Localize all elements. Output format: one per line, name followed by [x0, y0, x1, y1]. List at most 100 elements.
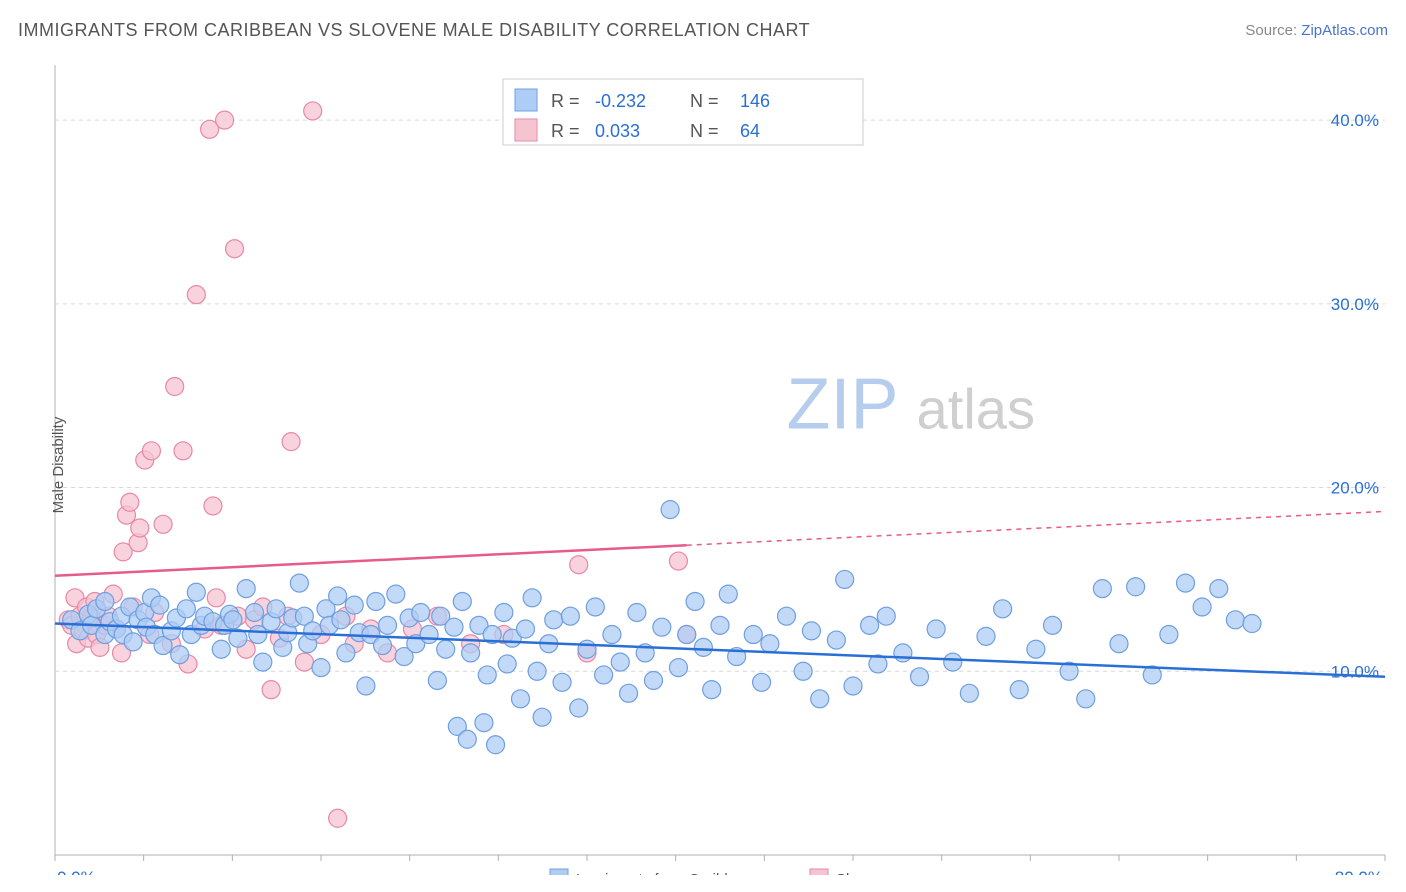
- data-point: [267, 600, 285, 618]
- data-point: [329, 587, 347, 605]
- data-point: [412, 603, 430, 621]
- legend-label: Slovenes: [836, 871, 898, 875]
- data-point: [226, 240, 244, 258]
- data-point: [620, 684, 638, 702]
- data-point: [977, 627, 995, 645]
- data-point: [142, 442, 160, 460]
- source-link[interactable]: ZipAtlas.com: [1301, 22, 1388, 39]
- data-point: [453, 592, 471, 610]
- watermark: atlas: [917, 377, 1036, 440]
- data-point: [611, 653, 629, 671]
- data-point: [387, 585, 405, 603]
- data-point: [1193, 598, 1211, 616]
- data-point: [458, 730, 476, 748]
- stat-n-value: 146: [740, 91, 770, 111]
- data-point: [570, 556, 588, 574]
- data-point: [475, 714, 493, 732]
- data-point: [187, 286, 205, 304]
- data-point: [645, 671, 663, 689]
- data-point: [1093, 580, 1111, 598]
- data-point: [595, 666, 613, 684]
- data-point: [96, 592, 114, 610]
- stat-n-value: 64: [740, 121, 760, 141]
- data-point: [1027, 640, 1045, 658]
- data-point: [1226, 611, 1244, 629]
- data-point: [1177, 574, 1195, 592]
- data-point: [1044, 616, 1062, 634]
- data-point: [207, 589, 225, 607]
- data-point: [836, 570, 854, 588]
- data-point: [669, 552, 687, 570]
- data-point: [177, 600, 195, 618]
- data-point: [523, 589, 541, 607]
- data-point: [603, 626, 621, 644]
- data-point: [578, 640, 596, 658]
- y-axis-label: Male Disability: [50, 417, 67, 514]
- stat-r-label: R =: [551, 91, 580, 111]
- data-point: [811, 690, 829, 708]
- data-point: [911, 668, 929, 686]
- scatter-chart: 10.0% 20.0% 30.0% 40.0% ZIP atlas 0.0% 80.0% Imm…: [0, 55, 1406, 875]
- data-point: [216, 111, 234, 129]
- stat-r-value: 0.033: [595, 121, 640, 141]
- data-point: [445, 618, 463, 636]
- data-point: [1160, 626, 1178, 644]
- data-point: [379, 616, 397, 634]
- data-point: [753, 673, 771, 691]
- data-point: [669, 659, 687, 677]
- stat-r-label: R =: [551, 121, 580, 141]
- data-point: [553, 673, 571, 691]
- trend-line: [55, 545, 687, 576]
- data-point: [487, 736, 505, 754]
- data-point: [844, 677, 862, 695]
- data-point: [744, 626, 762, 644]
- data-point: [246, 603, 264, 621]
- data-point: [894, 644, 912, 662]
- stat-legend-swatch: [515, 119, 537, 141]
- y-tick-label: 10.0%: [1331, 662, 1379, 681]
- data-point: [545, 611, 563, 629]
- data-point: [174, 442, 192, 460]
- data-point: [357, 677, 375, 695]
- stat-n-label: N =: [690, 121, 719, 141]
- x-tick-label: 80.0%: [1335, 868, 1383, 875]
- stat-r-value: -0.232: [595, 91, 646, 111]
- legend-swatch: [550, 869, 568, 875]
- data-point: [262, 681, 280, 699]
- data-point: [586, 598, 604, 616]
- watermark: ZIP: [787, 364, 899, 444]
- data-point: [304, 102, 322, 120]
- data-point: [1110, 635, 1128, 653]
- y-tick-label: 40.0%: [1331, 111, 1379, 130]
- data-point: [533, 708, 551, 726]
- data-point: [290, 574, 308, 592]
- data-point: [282, 433, 300, 451]
- data-point: [827, 631, 845, 649]
- data-point: [367, 592, 385, 610]
- legend-swatch: [810, 869, 828, 875]
- data-point: [678, 626, 696, 644]
- data-point: [927, 620, 945, 638]
- source-attribution: Source: ZipAtlas.com: [1245, 22, 1388, 39]
- y-tick-label: 20.0%: [1331, 479, 1379, 498]
- data-point: [237, 580, 255, 598]
- legend-label: Immigrants from Caribbean: [576, 871, 758, 875]
- data-point: [462, 644, 480, 662]
- y-tick-label: 30.0%: [1331, 295, 1379, 314]
- data-point: [761, 635, 779, 653]
- data-point: [794, 662, 812, 680]
- data-point: [345, 596, 363, 614]
- data-point: [516, 620, 534, 638]
- data-point: [131, 519, 149, 537]
- data-point: [528, 662, 546, 680]
- data-point: [337, 644, 355, 662]
- data-point: [1010, 681, 1028, 699]
- data-point: [711, 616, 729, 634]
- data-point: [802, 622, 820, 640]
- data-point: [653, 618, 671, 636]
- data-point: [628, 603, 646, 621]
- data-point: [561, 607, 579, 625]
- x-tick-label: 0.0%: [57, 868, 96, 875]
- data-point: [121, 493, 139, 511]
- stat-n-label: N =: [690, 91, 719, 111]
